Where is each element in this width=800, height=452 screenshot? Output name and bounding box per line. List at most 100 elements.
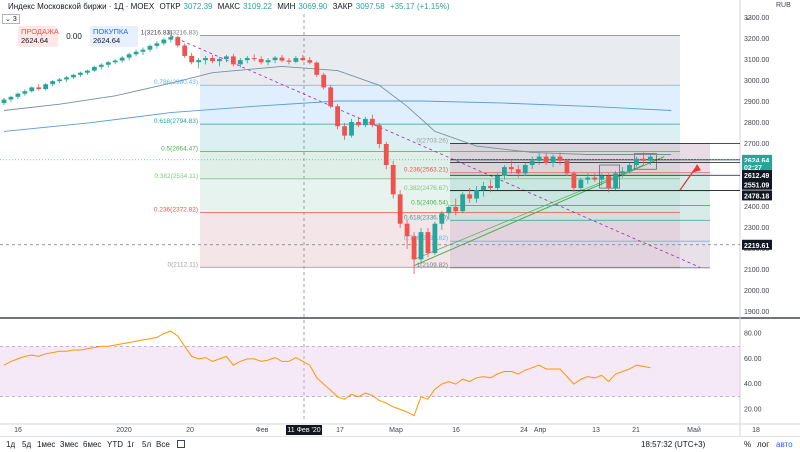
time-axis-tick: 16 <box>452 427 460 434</box>
candle-body <box>335 106 340 127</box>
candle-body <box>196 60 201 63</box>
range-1m[interactable]: 1мес <box>37 440 56 449</box>
candle-body <box>258 59 264 63</box>
price-axis-tick: 3100.00 <box>744 57 769 64</box>
percent-toggle[interactable]: % <box>744 440 752 449</box>
time-axis-tick: 24 <box>520 427 528 434</box>
candle-body <box>446 206 452 214</box>
candle-body <box>411 236 417 260</box>
price-axis-tick: 2100.00 <box>744 267 769 274</box>
candle-body <box>161 39 167 44</box>
range-3m[interactable]: 3мес <box>60 440 79 449</box>
fib-right-label: 0.618(2336.50) <box>404 214 448 221</box>
fib-band-2 <box>200 85 680 125</box>
candle-body <box>369 118 375 126</box>
buy-label: ПОКУПКА <box>93 27 129 36</box>
bottom-toolbar: 1д 5д 1мес 3мес 6мес YTD 1г 5л Все 18:57… <box>0 436 800 451</box>
candle-body <box>349 122 354 136</box>
fib-left-label: 0.786(2980.43) <box>154 79 198 86</box>
low-value: 3069.90 <box>298 2 328 11</box>
rsi-axis-tick: 40.00 <box>744 381 762 388</box>
candle-body <box>453 206 459 212</box>
candle-body <box>522 165 528 174</box>
spread-value: 0.00 <box>66 32 82 41</box>
range-5y[interactable]: 5л <box>142 440 152 449</box>
candle-body <box>300 58 306 61</box>
fib-right-label: 0.5(2406.54) <box>411 200 448 207</box>
rsi-line <box>3 330 651 417</box>
time-axis-tick: Май <box>687 426 701 434</box>
candle-body <box>571 173 577 189</box>
candle-body <box>22 91 28 94</box>
candle-body <box>36 87 42 90</box>
range-1y[interactable]: 1г <box>127 440 135 449</box>
time-axis-tick: Фев <box>256 427 269 434</box>
candle-body <box>613 173 618 189</box>
price-tag-bg <box>742 162 772 173</box>
candle-body <box>189 55 195 63</box>
range-5d[interactable]: 5д <box>22 440 32 449</box>
scroll-to-realtime-icon[interactable]: ⌄ <box>744 12 752 22</box>
fib-left-label: 0(2112.11) <box>168 261 198 268</box>
fib-left-label: 0.382(2534.11) <box>154 173 198 180</box>
close-label: ЗАКР <box>332 2 353 11</box>
symbol-header: Индекс Московской биржи · 1Д · MOEX ОТКР… <box>8 2 453 11</box>
candle-body <box>467 194 473 199</box>
ma-long-line <box>3 100 672 132</box>
candle-body <box>126 54 132 58</box>
clock-label: 18:57:32 (UTC+3) <box>641 440 706 449</box>
candle-body <box>363 118 368 126</box>
symbol-label[interactable]: Индекс Московской биржи · 1Д · MOEX <box>8 2 155 11</box>
candle-body <box>237 60 243 65</box>
range-all[interactable]: Все <box>156 440 170 449</box>
candle-body <box>43 84 49 90</box>
candle-body <box>286 60 292 62</box>
candle-body <box>119 57 125 61</box>
price-axis-tick: 2900.00 <box>744 99 769 106</box>
candle-body <box>578 179 584 189</box>
auto-toggle[interactable]: авто <box>776 440 793 449</box>
collapse-count: 3 <box>12 16 17 23</box>
time-axis-tick: Апр <box>534 427 546 434</box>
candle-body <box>404 223 410 237</box>
candle-body <box>439 213 445 224</box>
candle-body <box>620 171 625 174</box>
time-axis-tick: 18 <box>752 427 760 434</box>
candle-body <box>210 58 215 62</box>
sell-button[interactable]: ПРОДАЖА 2624.64 <box>18 26 59 47</box>
price-tag-bg <box>742 190 772 201</box>
price-tag: 2612.49 <box>744 173 769 180</box>
chevron-down-icon: ⌄ <box>5 16 11 23</box>
range-1d[interactable]: 1д <box>6 440 16 449</box>
candle-body <box>91 66 97 71</box>
price-tag: 02:27 <box>744 165 762 172</box>
range-6m[interactable]: 6мес <box>83 440 102 449</box>
candle-body <box>495 175 500 189</box>
buy-button[interactable]: ПОКУПКА 2624.64 <box>90 26 138 47</box>
fib-trend-line <box>170 35 701 268</box>
rsi-axis-tick: 20.00 <box>744 406 762 413</box>
candle-body <box>71 74 76 78</box>
fib-right-label: 0(2703.26) <box>417 137 448 144</box>
fib-band-1 <box>200 35 680 86</box>
candle-body <box>224 56 229 60</box>
candle-body <box>182 45 188 56</box>
price-axis-tick: 2300.00 <box>744 225 769 232</box>
candle-body <box>488 185 493 189</box>
candle-body <box>244 58 250 61</box>
candle-body <box>383 144 389 165</box>
price-tag: 2219.61 <box>744 243 769 250</box>
candle-body <box>50 81 56 85</box>
fib-left-label: 0.618(2794.83) <box>154 118 198 125</box>
close-value: 3097.58 <box>355 2 385 11</box>
rsi-axis-tick: 60.00 <box>744 356 762 363</box>
calendar-icon[interactable] <box>177 440 185 448</box>
range-ytd[interactable]: YTD <box>107 440 123 449</box>
candle-body <box>251 58 257 60</box>
annotation-arrow-head <box>693 163 701 173</box>
log-toggle[interactable]: лог <box>757 440 770 449</box>
candle-body <box>293 58 299 62</box>
indicator-collapse-button[interactable]: ⌄ 3 <box>2 14 20 24</box>
candle-body <box>140 49 146 52</box>
